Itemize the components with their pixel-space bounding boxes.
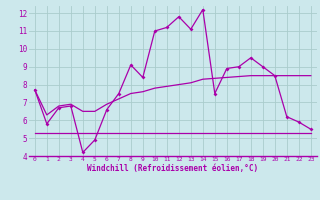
X-axis label: Windchill (Refroidissement éolien,°C): Windchill (Refroidissement éolien,°C)	[87, 164, 258, 173]
